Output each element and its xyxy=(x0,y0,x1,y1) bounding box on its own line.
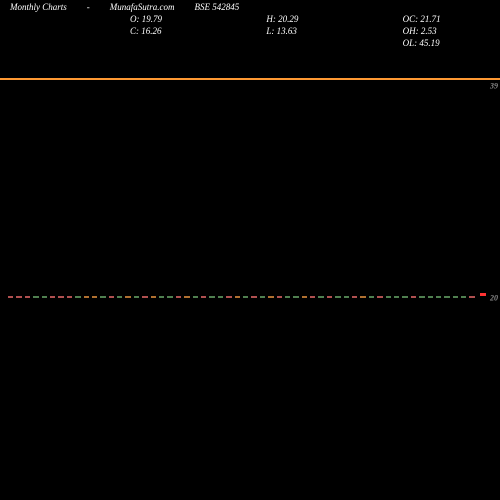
candle-bar xyxy=(310,296,315,298)
candle-bar xyxy=(335,296,340,298)
candle-bar xyxy=(209,296,214,298)
ticker-symbol: BSE 542845 xyxy=(195,2,240,12)
candle-bar xyxy=(117,296,122,298)
l-value: 13.63 xyxy=(277,26,297,36)
candle-bar xyxy=(184,296,189,298)
candle-bar xyxy=(360,296,365,298)
candle-bar xyxy=(193,296,198,298)
oc-value: 21.71 xyxy=(420,14,440,24)
candle-bar xyxy=(159,296,164,298)
candle-bar xyxy=(352,296,357,298)
candle-bar xyxy=(293,296,298,298)
last-price-marker xyxy=(480,293,486,296)
candle-bar xyxy=(243,296,248,298)
candle-bar xyxy=(377,296,382,298)
candle-bar xyxy=(436,296,441,298)
candle-bar xyxy=(100,296,105,298)
candle-bar xyxy=(67,296,72,298)
h-value: 20.29 xyxy=(278,14,298,24)
candle-bar xyxy=(428,296,433,298)
candle-bar xyxy=(25,296,30,298)
candle-bar xyxy=(394,296,399,298)
candle-bar xyxy=(134,296,139,298)
candle-bar xyxy=(251,296,256,298)
candle-bar xyxy=(201,296,206,298)
candle-bar xyxy=(444,296,449,298)
candle-bar xyxy=(235,296,240,298)
candle-bar xyxy=(318,296,323,298)
candle-bar xyxy=(109,296,114,298)
candle-bar xyxy=(16,296,21,298)
ohlc-panel: O: 19.79 H: 20.29 OC: 21.71 C: 16.26 L: … xyxy=(0,12,500,48)
candle-bar xyxy=(411,296,416,298)
candle-bar xyxy=(226,296,231,298)
candle-bar xyxy=(268,296,273,298)
ohlc-oc: OC: 21.71 xyxy=(403,14,500,24)
candle-bar xyxy=(402,296,407,298)
candle-bar xyxy=(369,296,374,298)
c-label: C: xyxy=(130,26,139,36)
candle-bar xyxy=(469,296,474,298)
oc-label: OC: xyxy=(403,14,419,24)
candle-bar xyxy=(50,296,55,298)
candle-bar xyxy=(386,296,391,298)
oh-value: 2.53 xyxy=(421,26,437,36)
chart-header: Monthly Charts - MunafaSutra.com BSE 542… xyxy=(0,0,500,12)
chart-canvas: 39 20 xyxy=(0,45,500,500)
ohlc-open: O: 19.79 xyxy=(130,14,221,24)
candle-bar xyxy=(125,296,130,298)
candle-bar xyxy=(176,296,181,298)
candle-row xyxy=(8,295,475,298)
oh-label: OH: xyxy=(403,26,419,36)
y-axis-label: 39 xyxy=(490,82,498,91)
site-name: MunafaSutra.com xyxy=(110,2,175,12)
y-axis-label: 20 xyxy=(490,294,498,303)
chart-title: Monthly Charts xyxy=(10,2,67,12)
candle-bar xyxy=(453,296,458,298)
candle-bar xyxy=(84,296,89,298)
candle-bar xyxy=(151,296,156,298)
candle-bar xyxy=(461,296,466,298)
candle-bar xyxy=(419,296,424,298)
candle-bar xyxy=(142,296,147,298)
candle-bar xyxy=(302,296,307,298)
candle-bar xyxy=(33,296,38,298)
candle-bar xyxy=(260,296,265,298)
candle-bar xyxy=(167,296,172,298)
o-label: O: xyxy=(130,14,140,24)
candle-bar xyxy=(277,296,282,298)
o-value: 19.79 xyxy=(142,14,162,24)
candle-bar xyxy=(42,296,47,298)
ohlc-oh: OH: 2.53 xyxy=(403,26,500,36)
h-label: H: xyxy=(266,14,276,24)
chart-top-border xyxy=(0,78,500,80)
candle-bar xyxy=(58,296,63,298)
candle-bar xyxy=(327,296,332,298)
header-separator: - xyxy=(87,2,90,12)
ohlc-low: L: 13.63 xyxy=(266,26,357,36)
candle-bar xyxy=(344,296,349,298)
c-value: 16.26 xyxy=(141,26,161,36)
candle-bar xyxy=(75,296,80,298)
l-label: L: xyxy=(266,26,274,36)
ohlc-high: H: 20.29 xyxy=(266,14,357,24)
candle-bar xyxy=(285,296,290,298)
candle-bar xyxy=(218,296,223,298)
ohlc-close: C: 16.26 xyxy=(130,26,221,36)
candle-bar xyxy=(8,296,13,298)
candle-bar xyxy=(92,296,97,298)
